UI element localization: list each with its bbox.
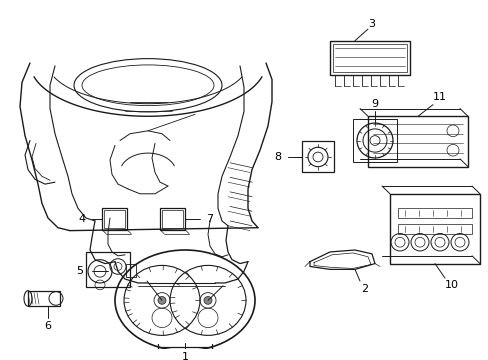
Circle shape — [158, 297, 165, 304]
Text: 11: 11 — [432, 92, 446, 102]
Bar — [389, 194, 479, 264]
Bar — [367, 116, 467, 167]
Bar — [102, 208, 127, 230]
Bar — [126, 264, 136, 277]
Text: 4: 4 — [78, 214, 85, 224]
Bar — [352, 119, 396, 162]
Text: 2: 2 — [361, 284, 368, 294]
Text: 7: 7 — [206, 214, 213, 224]
Bar — [162, 210, 183, 228]
Bar — [160, 208, 184, 230]
Bar — [397, 208, 471, 218]
Text: 8: 8 — [274, 152, 281, 162]
Text: 9: 9 — [371, 99, 378, 109]
Text: 1: 1 — [181, 352, 188, 360]
Bar — [104, 210, 125, 228]
Bar — [86, 252, 130, 287]
Bar — [397, 224, 471, 234]
Bar — [302, 141, 333, 172]
Text: 6: 6 — [44, 321, 51, 330]
Circle shape — [203, 297, 212, 304]
Bar — [332, 44, 406, 72]
Bar — [28, 291, 60, 306]
Text: 5: 5 — [76, 266, 83, 276]
Text: 10: 10 — [444, 280, 458, 290]
Text: 3: 3 — [368, 19, 375, 29]
Bar — [329, 41, 409, 75]
